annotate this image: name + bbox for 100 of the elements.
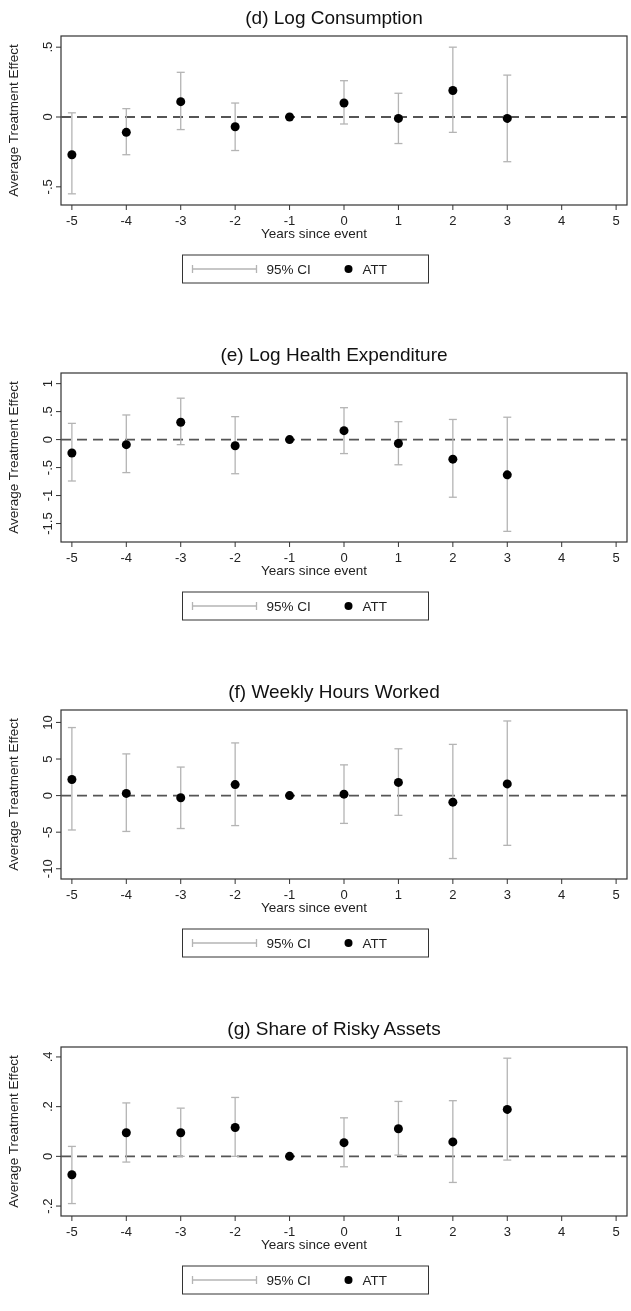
x-tick-label: -1 xyxy=(283,1224,296,1239)
point xyxy=(502,470,512,480)
x-tick-label: 5 xyxy=(612,550,620,565)
x-tick-label: 4 xyxy=(558,213,566,228)
point xyxy=(448,85,458,95)
point xyxy=(448,1137,458,1147)
y-axis-title: Average Treatment Effect xyxy=(6,1054,21,1208)
y-tick-label: 5 xyxy=(40,755,55,763)
y-tick-label: 1 xyxy=(40,380,55,388)
text: 95% CI xyxy=(266,1273,311,1288)
point xyxy=(339,98,349,108)
y-tick-label: .4 xyxy=(40,1051,55,1063)
y-tick-label: 0 xyxy=(40,435,55,444)
x-tick-label: -3 xyxy=(174,213,187,228)
x-tick-label: 2 xyxy=(449,1224,457,1239)
point xyxy=(285,112,295,122)
point xyxy=(502,113,512,123)
y-tick-label: 10 xyxy=(40,715,55,730)
y-tick-label: -.5 xyxy=(40,459,55,476)
y-tick-label: -10 xyxy=(40,859,55,879)
y-tick-label: -1.5 xyxy=(40,512,55,535)
x-tick-label: 0 xyxy=(340,550,348,565)
point xyxy=(121,127,131,137)
x-tick-label: 3 xyxy=(503,1224,511,1239)
point xyxy=(393,1124,403,1134)
y-tick-label: .5 xyxy=(40,41,55,53)
x-tick-label: 1 xyxy=(394,550,403,565)
point xyxy=(121,788,131,798)
y-tick-label: 0 xyxy=(40,791,55,800)
point xyxy=(230,122,240,132)
x-tick-label: 3 xyxy=(503,887,511,902)
text: 95% CI xyxy=(266,262,311,277)
point xyxy=(67,448,77,458)
x-tick-label: -2 xyxy=(229,887,241,902)
y-tick-label: .5 xyxy=(40,406,55,418)
x-tick-label: 1 xyxy=(394,1224,403,1239)
x-tick-label: 1 xyxy=(394,213,403,228)
point xyxy=(67,775,77,784)
point xyxy=(285,435,295,445)
point xyxy=(393,439,403,449)
point xyxy=(339,426,349,436)
point xyxy=(176,793,186,803)
x-axis-title: Years since event xyxy=(260,563,368,578)
x-tick-label: 3 xyxy=(503,550,511,565)
point xyxy=(339,1138,349,1148)
text: 95% CI xyxy=(266,599,311,614)
x-tick-label: 3 xyxy=(503,213,511,228)
y-tick-label: 0 xyxy=(40,113,55,121)
x-tick-label: 1 xyxy=(394,887,403,902)
x-tick-label: 2 xyxy=(449,213,457,228)
legend-label: ATT xyxy=(362,1273,387,1288)
point xyxy=(448,454,458,464)
point xyxy=(502,779,512,789)
legend-label: ATT xyxy=(362,599,387,614)
point xyxy=(339,789,349,799)
x-tick-label: 4 xyxy=(558,887,566,902)
x-tick-label: -5 xyxy=(66,887,78,902)
y-axis-title: Average Treatment Effect xyxy=(6,380,21,534)
text: 95% CI xyxy=(266,936,311,951)
y-axis-title: Average Treatment Effect xyxy=(6,717,21,871)
point xyxy=(67,150,77,160)
x-axis-title: Years since event xyxy=(260,1237,368,1252)
point xyxy=(67,1170,77,1180)
x-tick-label: -2 xyxy=(229,213,241,228)
x-tick-label: -1 xyxy=(283,887,296,902)
x-tick-label: -5 xyxy=(66,213,78,228)
chart-title: (d) Log Consumption xyxy=(245,7,423,28)
point xyxy=(502,1104,512,1114)
x-tick-label: -3 xyxy=(174,887,187,902)
point xyxy=(285,1151,295,1161)
point xyxy=(393,777,403,787)
y-tick-label: -.5 xyxy=(40,179,55,195)
point xyxy=(176,1128,186,1138)
x-tick-label: -3 xyxy=(174,1224,187,1239)
x-tick-label: 0 xyxy=(340,213,348,228)
x-tick-label: -4 xyxy=(120,1224,133,1239)
point xyxy=(393,113,403,123)
y-tick-label: -.2 xyxy=(40,1198,55,1214)
point xyxy=(230,780,240,790)
x-axis-title: Years since event xyxy=(260,226,368,241)
point xyxy=(121,440,131,450)
x-tick-label: 4 xyxy=(558,550,566,565)
y-tick-label: .2 xyxy=(40,1101,55,1113)
x-tick-label: -4 xyxy=(120,887,133,902)
y-axis-title: Average Treatment Effect xyxy=(6,43,21,197)
x-tick-label: 4 xyxy=(558,1224,566,1239)
point xyxy=(448,797,458,807)
x-tick-label: -4 xyxy=(120,550,133,565)
chart-title: (f) Weekly Hours Worked xyxy=(228,681,440,702)
x-tick-label: -1 xyxy=(283,213,296,228)
y-tick-label: -5 xyxy=(40,826,55,838)
x-tick-label: -5 xyxy=(66,550,78,565)
point xyxy=(285,791,295,801)
x-tick-label: 2 xyxy=(449,887,457,902)
x-axis-title: Years since event xyxy=(260,900,368,915)
x-tick-label: -2 xyxy=(229,1224,241,1239)
x-tick-label: -5 xyxy=(66,1224,78,1239)
x-tick-label: 5 xyxy=(612,1224,620,1239)
chart-title: (g) Share of Risky Assets xyxy=(227,1018,441,1039)
y-tick-label: -1 xyxy=(40,489,55,502)
